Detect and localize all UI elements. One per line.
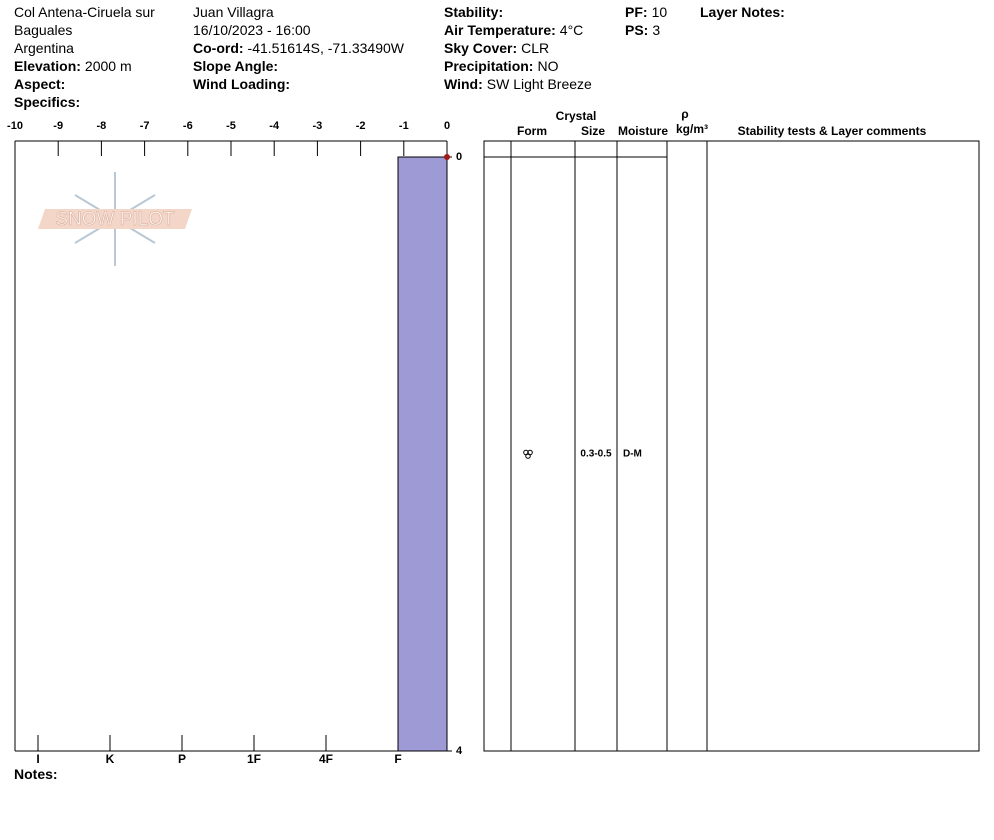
sky-cover: Sky Cover: CLR	[444, 40, 549, 56]
notes-label: Notes:	[14, 766, 58, 782]
hardness-bar	[397, 156, 448, 752]
logo	[38, 172, 192, 266]
site-line: Baguales	[14, 22, 73, 38]
table-header: ρ	[681, 107, 688, 121]
label: Layer Notes:	[700, 4, 785, 20]
label: Co-ord:	[193, 40, 244, 56]
elevation: Elevation: 2000 m	[14, 58, 132, 74]
observer: Juan Villagra	[193, 4, 274, 20]
label: Elevation:	[14, 58, 81, 74]
grain-form-symbol	[523, 449, 533, 459]
table-header: kg/m³	[676, 122, 708, 136]
wind: Wind: SW Light Breeze	[444, 76, 592, 92]
x-tick-label: -2	[356, 120, 366, 132]
aspect: Aspect:	[14, 76, 69, 92]
label: Air Temperature:	[444, 22, 556, 38]
x-tick-label: -3	[313, 120, 323, 132]
value: NO	[537, 58, 559, 74]
table-header: Moisture	[618, 124, 668, 138]
table-header: Stability tests & Layer comments	[738, 124, 927, 138]
hardness-label: P	[178, 752, 186, 766]
stability: Stability:	[444, 4, 507, 20]
layer-notes: Layer Notes:	[700, 4, 789, 20]
specifics: Specifics:	[14, 94, 84, 110]
moisture: D-M	[623, 449, 642, 460]
label: Wind Loading:	[193, 76, 291, 92]
label: PF:	[625, 4, 648, 20]
slope-angle: Slope Angle:	[193, 58, 282, 74]
value: CLR	[521, 40, 550, 56]
label: Specifics:	[14, 94, 81, 110]
y-tick-label: 0	[456, 151, 462, 163]
x-tick-label: -7	[140, 120, 150, 132]
x-tick-label: -9	[53, 120, 63, 132]
label: Sky Cover:	[444, 40, 518, 56]
table-header: Form	[517, 124, 547, 138]
hardness-label: I	[36, 752, 39, 766]
hardness-label: 4F	[319, 752, 333, 766]
table-frame	[483, 140, 980, 752]
x-tick-label: -1	[399, 120, 409, 132]
x-tick-label: -5	[226, 120, 236, 132]
x-tick-label: -6	[183, 120, 193, 132]
value: SW Light Breeze	[486, 76, 592, 92]
ps: PS: 3	[625, 22, 660, 38]
label: Stability:	[444, 4, 504, 20]
logo-text: SNOW PILOT	[55, 209, 175, 230]
wind-loading: Wind Loading:	[193, 76, 294, 92]
value: 10	[651, 4, 668, 20]
label: PS:	[625, 22, 649, 38]
hardness-label: F	[394, 752, 401, 766]
pf: PF: 10	[625, 4, 667, 20]
value: 4°C	[559, 22, 584, 38]
value: 2000 m	[84, 58, 132, 74]
grain-circle	[525, 453, 531, 459]
x-tick-label: -4	[269, 120, 280, 132]
label: Slope Angle:	[193, 58, 279, 74]
grain-size: 0.3-0.5	[580, 449, 612, 460]
table-header: Crystal	[556, 109, 597, 123]
table-header: Size	[581, 124, 605, 138]
label: Wind:	[444, 76, 483, 92]
site-line: Col Antena-Ciruela sur	[14, 4, 155, 20]
value: 3	[652, 22, 661, 38]
x-tick-label: 0	[444, 120, 450, 132]
hardness-label: 1F	[247, 752, 261, 766]
air-temperature: Air Temperature: 4°C	[444, 22, 583, 38]
y-tick-label: 4	[456, 745, 463, 757]
site-line: Argentina	[14, 40, 74, 56]
temperature-point	[444, 154, 450, 160]
x-tick-label: -8	[97, 120, 107, 132]
precipitation: Precipitation: NO	[444, 58, 558, 74]
datetime: 16/10/2023 - 16:00	[193, 22, 311, 38]
coord: Co-ord: -41.51614S, -71.33490W	[193, 40, 404, 56]
label: Aspect:	[14, 76, 66, 92]
x-tick-label: -10	[7, 120, 23, 132]
hardness-label: K	[106, 752, 115, 766]
label: Precipitation:	[444, 58, 534, 74]
value: -41.51614S, -71.33490W	[247, 40, 404, 56]
